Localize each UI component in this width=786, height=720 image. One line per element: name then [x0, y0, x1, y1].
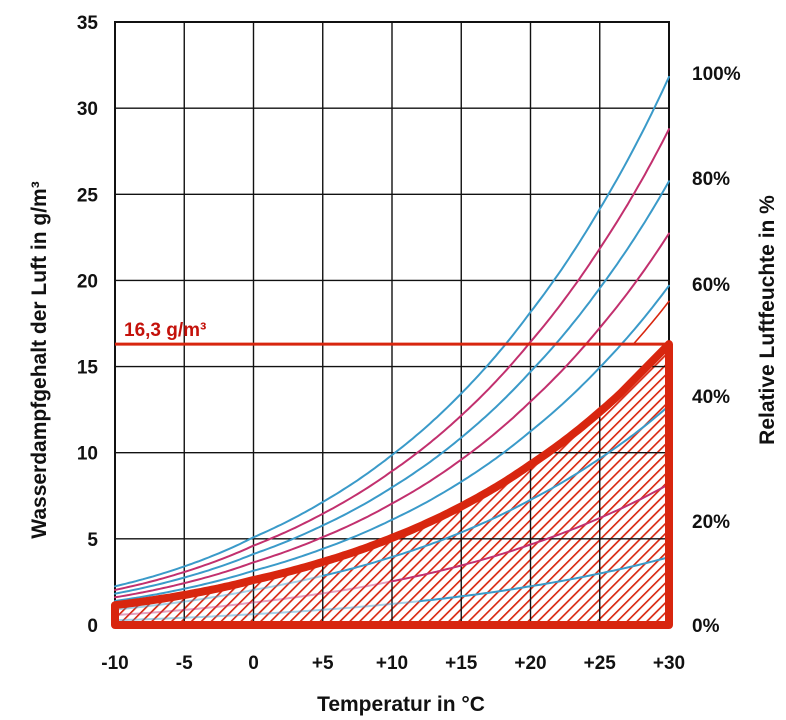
hatched-curve-overlays — [115, 574, 420, 622]
saturation-region-outline — [111, 340, 673, 629]
x-tick-label: -10 — [101, 653, 128, 674]
y-tick-label: 20 — [77, 271, 98, 292]
x-tick-label: +15 — [445, 653, 478, 674]
humidity-curve — [633, 300, 670, 344]
hatched-curve-overlay — [115, 580, 393, 616]
y-tick-label: 10 — [77, 444, 98, 465]
humidity-curve — [418, 556, 670, 603]
humidity-curve — [114, 75, 670, 588]
humidity-curve — [114, 284, 670, 602]
hatched-overlay-group — [115, 574, 420, 622]
humidity-curve — [391, 483, 670, 583]
humidity-curves — [114, 75, 670, 603]
x-tick-label: +5 — [312, 653, 334, 674]
hatched-curve-overlay — [115, 600, 420, 622]
y2-tick-label: 100% — [692, 64, 741, 85]
humidity-curve — [321, 404, 670, 577]
humidity-curve — [114, 180, 670, 595]
x-tick-label: -5 — [176, 653, 193, 674]
x-tick-label: +10 — [376, 653, 408, 674]
y2-tick-label: 0% — [692, 616, 720, 637]
x-tick-label: +25 — [584, 653, 617, 674]
y-tick-label: 5 — [87, 530, 98, 551]
threshold-label: 16,3 g/m³ — [124, 320, 206, 341]
humidity-curve — [114, 128, 670, 591]
y-tick-label: 30 — [77, 99, 98, 120]
y2-tick-label: 20% — [692, 512, 730, 533]
x-tick-label: +20 — [514, 653, 546, 674]
y-axis-title: Wasserdampfgehalt der Luft in g/m³ — [28, 181, 51, 538]
x-tick-label: 0 — [248, 653, 259, 674]
y2-tick-label: 40% — [692, 387, 730, 408]
y-tick-label: 25 — [77, 185, 99, 206]
y-tick-label: 15 — [77, 358, 99, 379]
hatched-curve-overlay — [115, 574, 324, 611]
y-tick-label: 35 — [77, 13, 99, 34]
axis-labels: Temperatur in °C Wasserdampfgehalt der L… — [28, 13, 779, 716]
y2-tick-label: 60% — [692, 275, 730, 296]
y-tick-label: 0 — [87, 616, 98, 637]
y2-axis-title: Relative Luftfeuchte in % — [756, 195, 779, 445]
y2-tick-label: 80% — [692, 169, 730, 190]
x-tick-label: +30 — [653, 653, 685, 674]
x-axis-title: Temperatur in °C — [317, 693, 485, 716]
humidity-curve — [114, 232, 670, 599]
saturation-region-outline — [111, 340, 673, 629]
